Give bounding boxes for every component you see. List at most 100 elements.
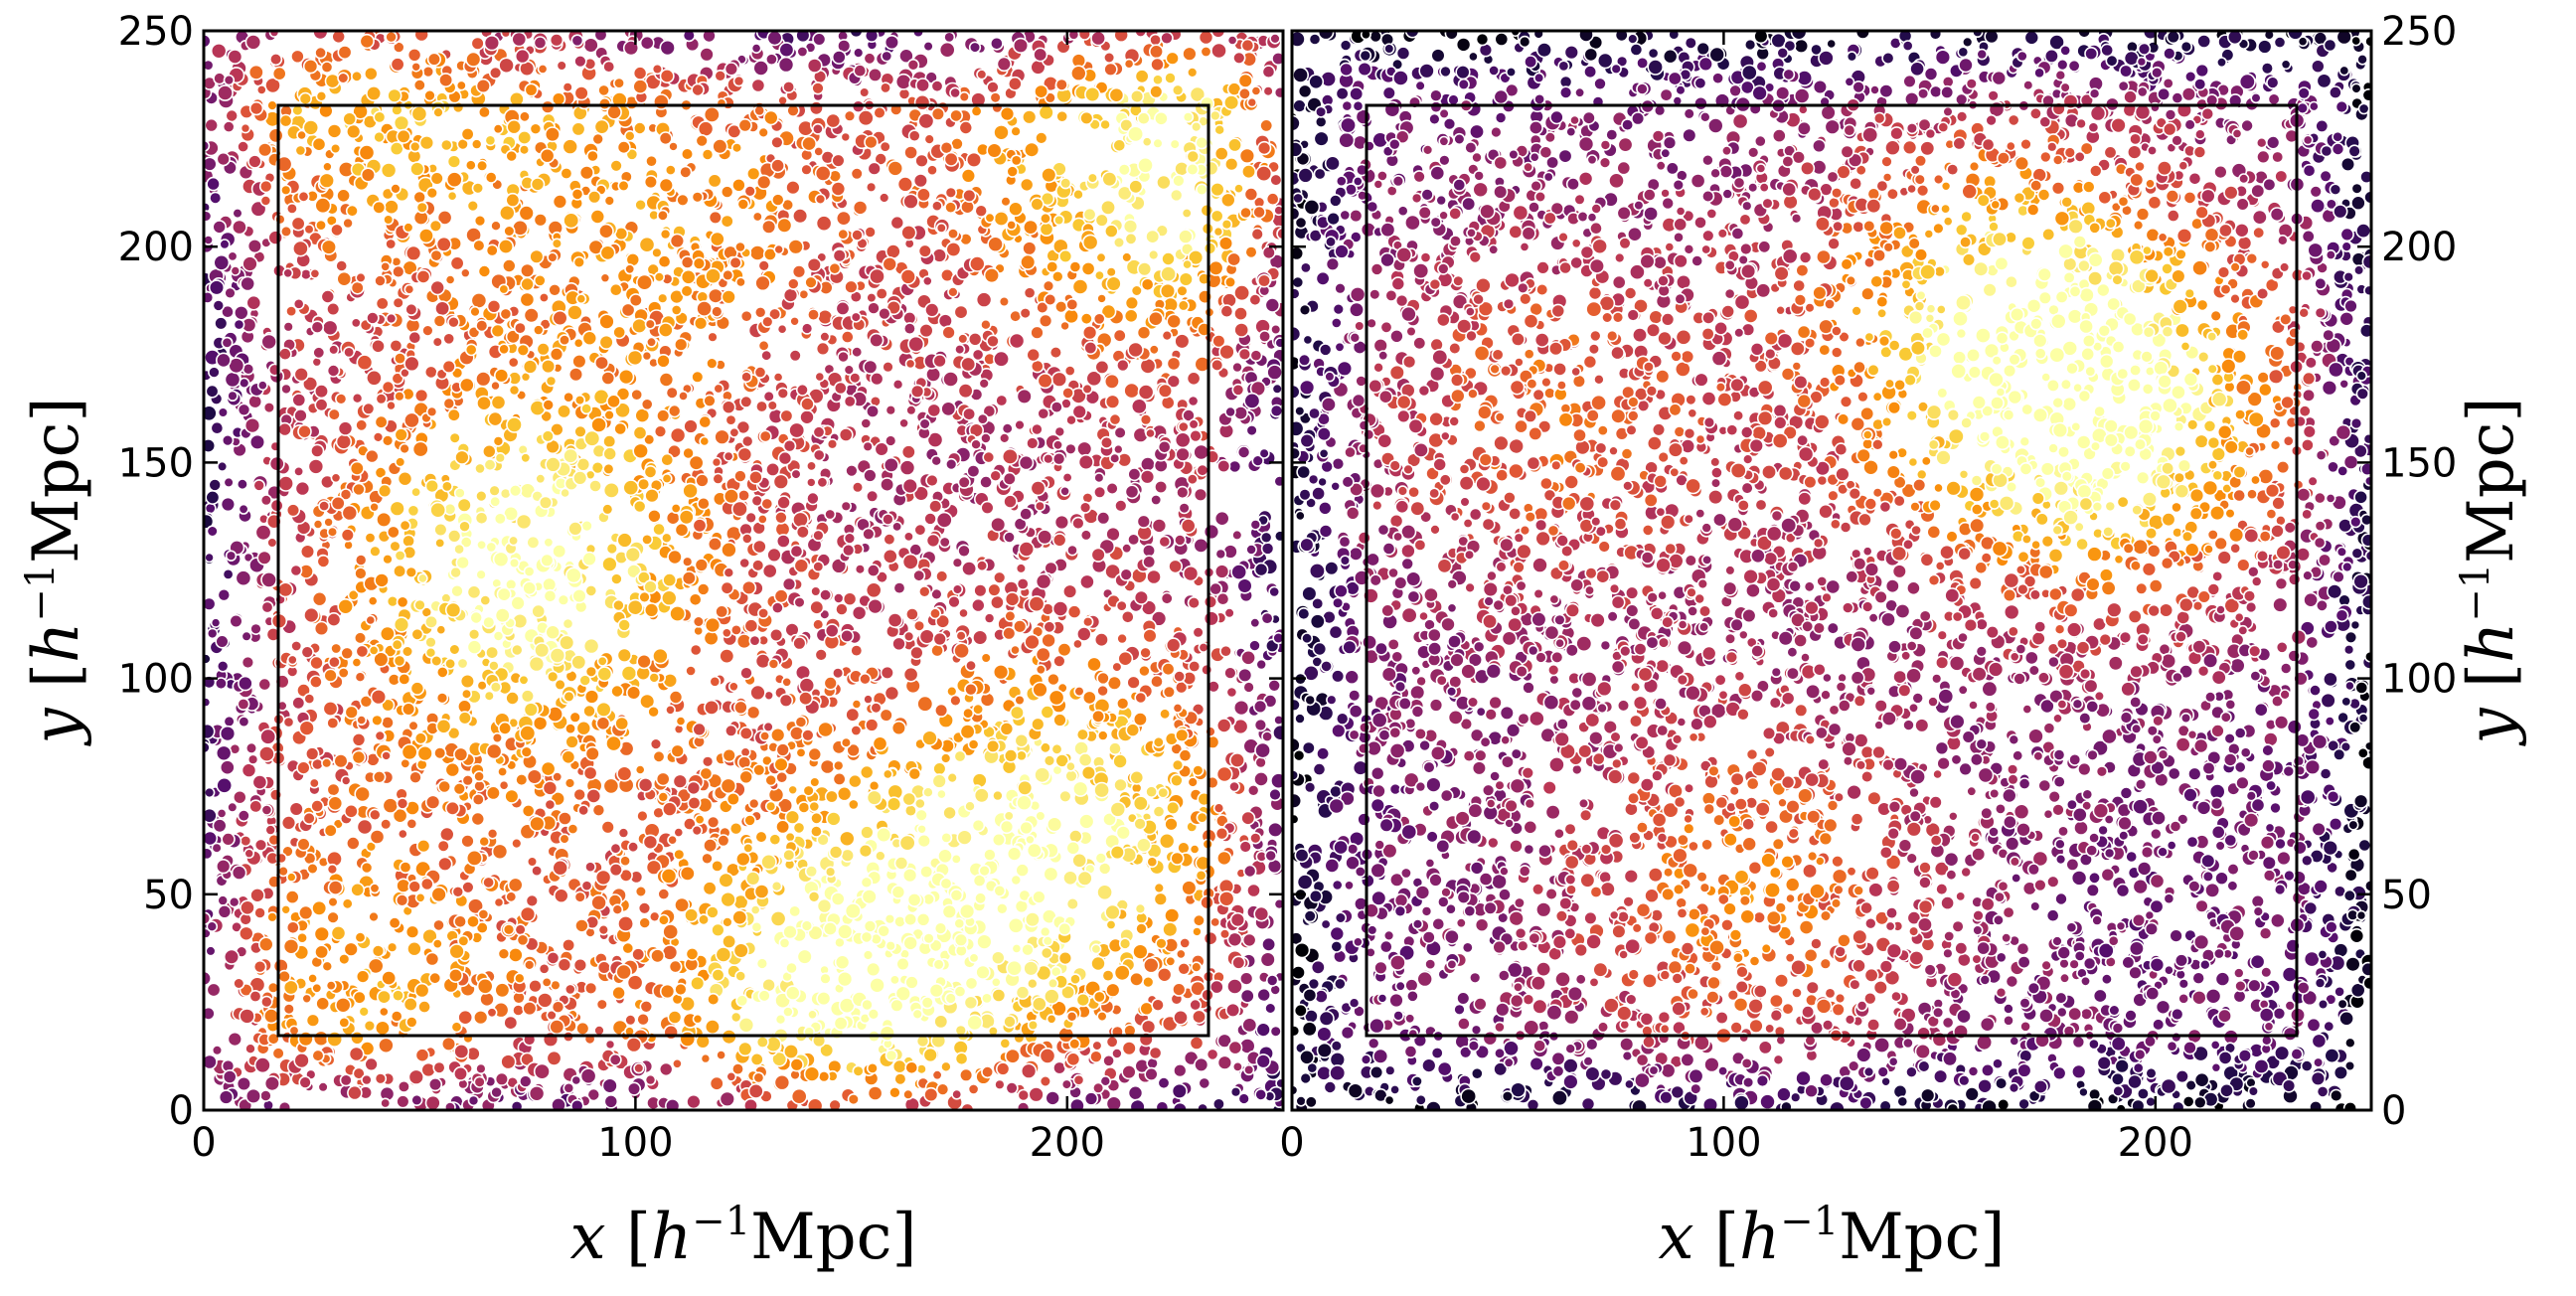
scatter-point [900,444,916,460]
scatter-point [833,381,848,396]
scatter-point [835,300,851,316]
scatter-point [1215,765,1233,783]
scatter-point [1175,948,1187,960]
scatter-point [416,838,431,854]
scatter-point [762,109,779,126]
scatter-point [879,708,893,723]
scatter-point [1059,320,1070,332]
scatter-point [1054,78,1068,91]
scatter-point [466,639,483,655]
scatter-point [446,190,458,202]
scatter-point [435,236,452,252]
scatter-point [475,78,491,94]
scatter-point [475,489,488,503]
scatter-point [707,173,723,189]
scatter-point [1158,535,1172,549]
scatter-point [573,54,587,69]
scatter-point [1162,921,1179,938]
scatter-point [1019,820,1034,836]
scatter-point [613,421,628,436]
scatter-point [206,982,222,998]
scatter-point [782,81,796,94]
scatter-point [1209,916,1221,928]
scatter-point [754,830,768,844]
scatter-point [903,804,917,818]
scatter-point [697,120,715,137]
scatter-point [674,982,688,997]
scatter-point [227,801,239,813]
scatter-point [1159,708,1172,721]
scatter-point [1213,510,1230,527]
scatter-point [616,140,631,155]
scatter-point [912,173,929,189]
scatter-point [406,940,422,957]
scatter-point [998,295,1011,308]
scatter-point [658,372,675,388]
scatter-point [1223,607,1235,619]
scatter-point [305,1013,321,1028]
scatter-point [853,64,868,79]
scatter-point [915,187,931,203]
scatter-point [896,176,914,193]
scatter-point [1158,832,1176,850]
scatter-point [602,481,620,499]
scatter-point [1015,563,1028,574]
scatter-point [709,1075,724,1091]
scatter-point [229,613,243,629]
scatter-point [523,959,536,971]
scatter-point [916,823,927,835]
scatter-point [358,144,376,161]
scatter-point [1069,1097,1085,1110]
scatter-point [1042,279,1055,292]
scatter-point [1061,583,1078,599]
scatter-point [595,998,608,1011]
scatter-point [1007,76,1023,91]
scatter-point [1014,694,1026,707]
scatter-point [1267,678,1281,693]
scatter-point [840,628,855,643]
scatter-point [1079,573,1095,590]
scatter-point [1229,911,1246,928]
scatter-point [224,371,242,389]
scatter-point [774,1013,787,1026]
scatter-point [335,259,349,272]
scatter-point [314,219,327,232]
scatter-point [1267,821,1283,838]
scatter-point [375,296,390,311]
scatter-point [470,811,486,827]
scatter-point [1059,177,1072,190]
scatter-point [1192,1009,1208,1025]
scatter-point [957,333,969,345]
scatter-point [970,104,983,117]
scatter-point [285,202,298,215]
scatter-point [459,673,476,690]
scatter-point [231,219,247,236]
scatter-point [524,82,539,97]
scatter-point [632,121,647,135]
scatter-point [962,406,977,421]
scatter-point [449,255,465,271]
scatter-point [902,630,915,643]
scatter-point [775,742,790,757]
scatter-point [1063,365,1076,377]
scatter-point [753,104,766,117]
scatter-point [963,995,979,1011]
scatter-point [1177,420,1190,433]
scatter-point [372,769,387,784]
scatter-point [312,519,324,530]
scatter-point [975,291,993,308]
scatter-point [369,545,382,558]
scatter-point [500,1053,517,1070]
scatter-point [1016,749,1028,762]
scatter-point [589,209,606,225]
scatter-point [507,877,524,893]
scatter-point [204,117,219,133]
scatter-point [766,547,782,564]
scatter-point [206,627,219,640]
scatter-point [268,788,283,802]
scatter-point [309,655,324,671]
scatter-point [1197,1102,1208,1110]
scatter-point [1016,794,1033,812]
scatter-point [436,839,450,853]
scatter-point [1182,565,1200,582]
